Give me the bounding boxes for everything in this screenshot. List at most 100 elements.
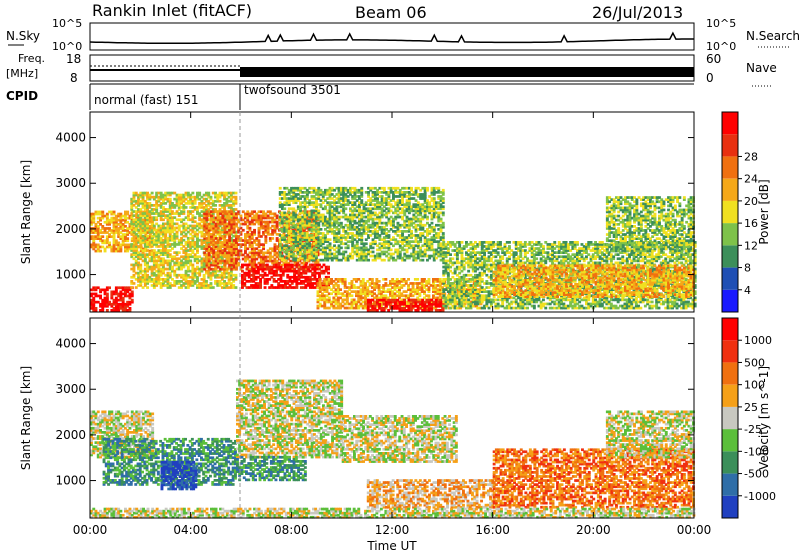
echo-cell bbox=[164, 280, 168, 283]
echo-cell bbox=[287, 224, 290, 228]
echo-cell bbox=[143, 275, 147, 279]
echo-cell bbox=[96, 225, 100, 228]
echo-cell bbox=[164, 273, 168, 277]
echo-cell bbox=[139, 255, 143, 259]
echo-cell bbox=[364, 242, 368, 246]
echo-cell bbox=[227, 206, 231, 209]
echo-cell bbox=[221, 259, 225, 263]
echo-cell bbox=[157, 271, 161, 275]
echo-cell bbox=[196, 241, 199, 244]
echo-cell bbox=[124, 286, 127, 290]
echo-cell bbox=[191, 278, 195, 281]
echo-cell bbox=[184, 280, 188, 283]
echo-cell bbox=[193, 273, 197, 277]
echo-cell bbox=[180, 261, 183, 265]
echo-cell bbox=[205, 239, 209, 242]
echo-cell bbox=[223, 206, 226, 209]
echo-cell bbox=[105, 304, 109, 308]
echo-cell bbox=[114, 296, 118, 300]
echo-cell bbox=[182, 218, 186, 222]
echo-cell bbox=[293, 261, 297, 265]
echo-cell bbox=[148, 238, 152, 242]
echo-cell bbox=[205, 243, 208, 246]
echo-cell bbox=[287, 261, 290, 265]
echo-cell bbox=[114, 307, 118, 310]
echo-cell bbox=[214, 263, 218, 267]
echo-cell bbox=[205, 199, 208, 203]
echo-cell bbox=[180, 284, 183, 287]
echo-cell bbox=[196, 255, 199, 259]
echo-cell bbox=[134, 210, 138, 213]
echo-cell bbox=[248, 220, 252, 224]
echo-cell bbox=[150, 257, 154, 261]
echo-cell bbox=[173, 234, 177, 238]
echo-cell bbox=[223, 280, 226, 283]
echo-cell bbox=[173, 261, 177, 265]
echo-cell bbox=[139, 238, 143, 242]
echo-cell bbox=[259, 216, 263, 220]
echo-cell bbox=[166, 199, 170, 203]
echo-cell bbox=[141, 226, 145, 230]
echo-cell bbox=[105, 302, 109, 306]
echo-cell bbox=[191, 284, 195, 287]
echo-cell bbox=[184, 255, 188, 259]
echo-cell bbox=[134, 261, 138, 265]
echo-cell bbox=[214, 259, 218, 263]
echo-cell bbox=[266, 259, 270, 263]
echo-cell bbox=[152, 273, 156, 277]
echo-cell bbox=[96, 220, 100, 224]
echo-cell bbox=[162, 241, 165, 244]
echo-cell bbox=[126, 239, 130, 243]
echo-cell bbox=[239, 267, 243, 271]
echo-cell bbox=[344, 207, 348, 211]
echo-cell bbox=[141, 280, 145, 283]
echo-cell bbox=[229, 273, 233, 277]
echo-cell bbox=[139, 193, 143, 197]
echo-cell bbox=[128, 292, 132, 296]
echo-cell bbox=[223, 193, 226, 197]
echo-cell bbox=[432, 197, 436, 200]
echo-cell bbox=[382, 258, 386, 262]
echo-cell bbox=[235, 222, 238, 226]
echo-cell bbox=[152, 204, 156, 207]
echo-cell bbox=[232, 265, 236, 269]
echo-cell bbox=[250, 216, 254, 220]
echo-cell bbox=[293, 263, 297, 267]
echo-cell bbox=[101, 210, 105, 214]
echo-cell bbox=[150, 284, 154, 287]
echo-cell bbox=[200, 261, 204, 265]
echo-cell bbox=[209, 282, 213, 285]
echo-cell bbox=[250, 235, 254, 238]
echo-cell bbox=[218, 238, 222, 242]
echo-cell bbox=[124, 239, 127, 243]
echo-cell bbox=[203, 220, 207, 224]
echo-cell bbox=[177, 204, 181, 207]
echo-cell bbox=[239, 243, 243, 246]
echo-cell bbox=[117, 241, 121, 245]
echo-cell bbox=[148, 253, 152, 256]
echo-cell bbox=[162, 238, 165, 242]
echo-cell bbox=[137, 234, 140, 238]
echo-cell bbox=[139, 257, 143, 261]
echo-cell bbox=[193, 199, 197, 203]
echo-cell bbox=[180, 247, 183, 250]
echo-cell bbox=[234, 232, 238, 236]
echo-cell bbox=[298, 259, 302, 263]
echo-cell bbox=[103, 247, 107, 251]
echo-cell bbox=[164, 197, 168, 201]
echo-cell bbox=[223, 214, 226, 217]
echo-cell bbox=[230, 210, 234, 214]
echo-cell bbox=[108, 210, 111, 214]
echo-cell bbox=[130, 210, 134, 214]
echo-cell bbox=[223, 251, 226, 254]
echo-cell bbox=[196, 228, 199, 232]
echo-cell bbox=[218, 224, 222, 228]
echo-cell bbox=[137, 241, 140, 244]
echo-cell bbox=[114, 229, 118, 232]
echo-cell bbox=[92, 220, 96, 224]
echo-cell bbox=[130, 230, 134, 234]
echo-cell bbox=[255, 247, 259, 251]
echo-cell bbox=[266, 222, 270, 226]
echo-cell bbox=[235, 265, 238, 269]
echo-cell bbox=[271, 224, 275, 228]
